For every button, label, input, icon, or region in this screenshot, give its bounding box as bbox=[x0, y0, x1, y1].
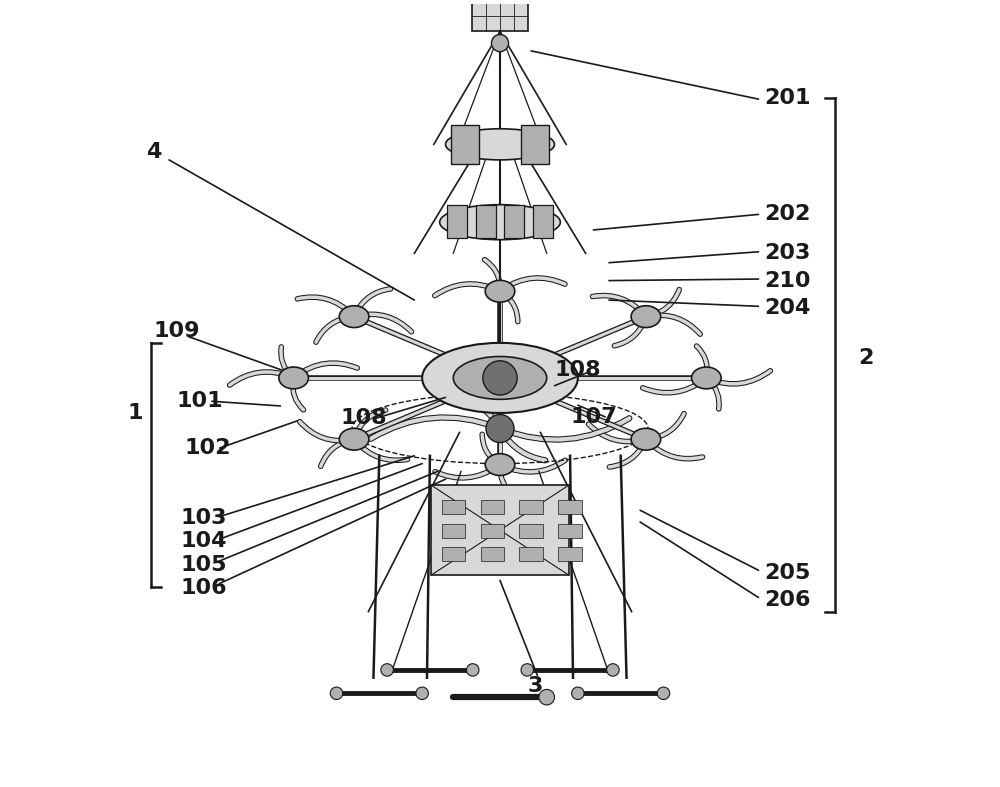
Bar bbox=[521, 125, 549, 164]
Ellipse shape bbox=[339, 305, 369, 327]
Bar bbox=[533, 205, 553, 238]
Ellipse shape bbox=[440, 205, 560, 240]
Bar bbox=[476, 205, 496, 238]
Text: 105: 105 bbox=[181, 555, 227, 575]
Bar bbox=[451, 125, 479, 164]
Circle shape bbox=[381, 663, 393, 676]
Bar bbox=[481, 547, 504, 561]
Bar bbox=[442, 547, 465, 561]
Bar bbox=[558, 523, 582, 538]
Text: 210: 210 bbox=[765, 271, 811, 290]
Bar bbox=[447, 205, 467, 238]
Circle shape bbox=[491, 35, 509, 52]
Text: 204: 204 bbox=[765, 297, 811, 318]
Bar bbox=[519, 523, 543, 538]
Text: 1: 1 bbox=[128, 403, 143, 423]
Ellipse shape bbox=[485, 280, 515, 302]
Text: 201: 201 bbox=[765, 87, 811, 108]
Ellipse shape bbox=[279, 367, 308, 389]
Bar bbox=[431, 486, 569, 575]
Text: 206: 206 bbox=[765, 589, 811, 610]
Circle shape bbox=[572, 687, 584, 700]
Text: 202: 202 bbox=[765, 205, 811, 224]
Circle shape bbox=[416, 687, 428, 700]
Bar bbox=[442, 523, 465, 538]
Circle shape bbox=[467, 663, 479, 676]
Circle shape bbox=[486, 415, 514, 442]
Circle shape bbox=[607, 663, 619, 676]
Ellipse shape bbox=[631, 305, 661, 327]
Text: 205: 205 bbox=[765, 563, 811, 582]
Ellipse shape bbox=[339, 428, 369, 450]
Circle shape bbox=[330, 687, 343, 700]
Text: 3: 3 bbox=[527, 675, 543, 696]
Circle shape bbox=[539, 689, 555, 705]
Text: 2: 2 bbox=[858, 349, 874, 368]
Text: 106: 106 bbox=[181, 578, 227, 598]
Text: 102: 102 bbox=[185, 438, 231, 458]
Ellipse shape bbox=[631, 428, 661, 450]
Bar bbox=[558, 547, 582, 561]
Ellipse shape bbox=[485, 453, 515, 475]
Text: 4: 4 bbox=[146, 142, 161, 162]
Ellipse shape bbox=[445, 129, 555, 160]
Circle shape bbox=[483, 360, 517, 395]
Text: 107: 107 bbox=[570, 407, 617, 427]
Text: 203: 203 bbox=[765, 243, 811, 264]
Text: 103: 103 bbox=[181, 508, 227, 528]
Bar bbox=[519, 501, 543, 514]
Text: 108: 108 bbox=[340, 408, 387, 428]
Ellipse shape bbox=[692, 367, 721, 389]
Circle shape bbox=[657, 687, 670, 700]
Bar bbox=[472, 0, 528, 31]
Text: 101: 101 bbox=[177, 391, 223, 412]
Bar bbox=[519, 547, 543, 561]
Bar bbox=[481, 523, 504, 538]
Bar bbox=[481, 501, 504, 514]
Text: 104: 104 bbox=[181, 531, 227, 552]
Bar bbox=[558, 501, 582, 514]
Bar bbox=[504, 205, 524, 238]
Text: 108: 108 bbox=[555, 360, 601, 380]
Circle shape bbox=[521, 663, 533, 676]
Text: 109: 109 bbox=[153, 321, 200, 342]
Ellipse shape bbox=[453, 357, 547, 399]
Ellipse shape bbox=[422, 343, 578, 413]
Bar bbox=[442, 501, 465, 514]
